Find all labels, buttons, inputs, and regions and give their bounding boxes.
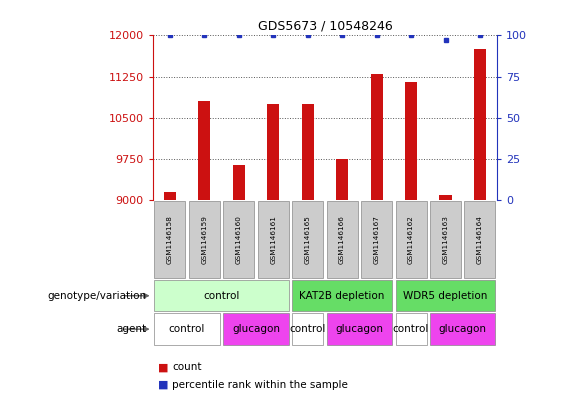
Text: GSM1146159: GSM1146159: [201, 215, 207, 264]
FancyBboxPatch shape: [154, 314, 220, 345]
FancyBboxPatch shape: [154, 201, 185, 278]
FancyBboxPatch shape: [327, 201, 358, 278]
Bar: [336, 159, 348, 393]
Text: control: control: [393, 324, 429, 334]
Text: GSM1146162: GSM1146162: [408, 215, 414, 264]
Text: GSM1146163: GSM1146163: [442, 215, 449, 264]
Text: GSM1146166: GSM1146166: [339, 215, 345, 264]
FancyBboxPatch shape: [154, 280, 289, 311]
Text: count: count: [172, 362, 202, 373]
Bar: [371, 74, 383, 393]
FancyBboxPatch shape: [223, 201, 254, 278]
Text: ■: ■: [158, 380, 169, 390]
Title: GDS5673 / 10548246: GDS5673 / 10548246: [258, 20, 392, 33]
FancyBboxPatch shape: [292, 280, 392, 311]
Bar: [198, 101, 210, 393]
Text: GSM1146160: GSM1146160: [236, 215, 242, 264]
FancyBboxPatch shape: [292, 201, 323, 278]
Bar: [474, 49, 486, 393]
FancyBboxPatch shape: [223, 314, 289, 345]
Text: WDR5 depletion: WDR5 depletion: [403, 291, 488, 301]
Bar: [233, 165, 245, 393]
FancyBboxPatch shape: [396, 280, 496, 311]
FancyBboxPatch shape: [327, 314, 392, 345]
Bar: [302, 104, 314, 393]
FancyBboxPatch shape: [361, 201, 392, 278]
Text: control: control: [203, 291, 240, 301]
Text: control: control: [169, 324, 205, 334]
FancyBboxPatch shape: [430, 201, 461, 278]
Bar: [440, 195, 451, 393]
FancyBboxPatch shape: [189, 201, 220, 278]
Text: GSM1146167: GSM1146167: [373, 215, 380, 264]
Text: GSM1146161: GSM1146161: [270, 215, 276, 264]
Bar: [267, 104, 279, 393]
Text: KAT2B depletion: KAT2B depletion: [299, 291, 385, 301]
Bar: [164, 192, 176, 393]
Text: percentile rank within the sample: percentile rank within the sample: [172, 380, 348, 390]
Text: control: control: [289, 324, 326, 334]
Text: GSM1146164: GSM1146164: [477, 215, 483, 264]
Text: GSM1146165: GSM1146165: [305, 215, 311, 264]
Text: agent: agent: [117, 324, 147, 334]
FancyBboxPatch shape: [396, 314, 427, 345]
FancyBboxPatch shape: [292, 314, 323, 345]
Text: ■: ■: [158, 362, 169, 373]
Text: GSM1146158: GSM1146158: [167, 215, 173, 264]
Bar: [405, 82, 417, 393]
Text: genotype/variation: genotype/variation: [48, 291, 147, 301]
Text: glucagon: glucagon: [439, 324, 486, 334]
Text: glucagon: glucagon: [232, 324, 280, 334]
FancyBboxPatch shape: [396, 201, 427, 278]
FancyBboxPatch shape: [464, 201, 496, 278]
FancyBboxPatch shape: [430, 314, 496, 345]
Text: glucagon: glucagon: [336, 324, 383, 334]
FancyBboxPatch shape: [258, 201, 289, 278]
